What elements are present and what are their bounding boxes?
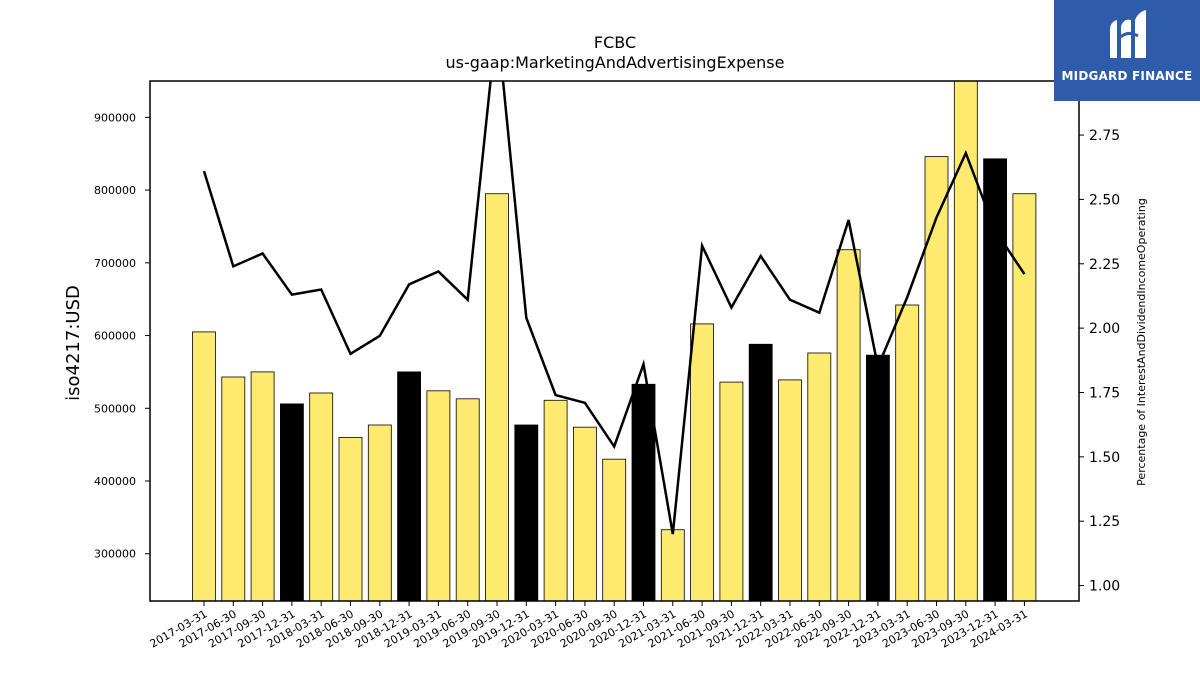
bar-2021-09-30 bbox=[719, 381, 744, 602]
y2-tick-label: 1.50 bbox=[1089, 450, 1120, 466]
bar-2018-09-30 bbox=[367, 424, 392, 602]
y-axis-label: iso4217:USD bbox=[63, 285, 84, 401]
bar-2017-09-30 bbox=[250, 371, 275, 602]
plot-frame bbox=[149, 80, 1080, 602]
bar-2022-12-31 bbox=[866, 354, 890, 602]
bar-2023-12-31 bbox=[983, 158, 1007, 602]
bar-2018-06-30 bbox=[338, 436, 363, 602]
bar-2021-06-30 bbox=[690, 323, 714, 602]
bar-2022-09-30 bbox=[836, 249, 861, 602]
bar-2024-03-31 bbox=[1012, 193, 1037, 602]
brand-logo: MIDGARD FINANCE bbox=[1054, 0, 1200, 101]
y2-axis-label: Percentage of InterestAndDividendIncomeO… bbox=[1135, 198, 1148, 486]
ratio-line bbox=[202, 81, 1026, 535]
chart-title: FCBC bbox=[594, 33, 636, 52]
y2-tick-label: 2.75 bbox=[1089, 128, 1120, 144]
bar-2023-06-30 bbox=[924, 156, 949, 602]
bar-2023-09-30 bbox=[953, 80, 978, 602]
bar-2023-03-31 bbox=[895, 304, 920, 602]
bar-2021-03-31 bbox=[660, 529, 685, 602]
y-tick-label: 800000 bbox=[94, 184, 136, 197]
bar-2017-12-31 bbox=[279, 403, 304, 602]
y-tick-label: 300000 bbox=[94, 548, 136, 561]
bar-2022-03-31 bbox=[778, 379, 802, 602]
y2-tick-label: 2.50 bbox=[1089, 192, 1120, 208]
y-tick-label: 600000 bbox=[94, 330, 136, 343]
bar-2022-06-30 bbox=[807, 352, 832, 602]
y2-tick-label: 2.00 bbox=[1089, 321, 1120, 337]
bar-2020-09-30 bbox=[602, 458, 627, 602]
y2-tick-label: 1.00 bbox=[1089, 579, 1120, 595]
y-tick-label: 900000 bbox=[94, 111, 136, 124]
midgard-logo-icon bbox=[1110, 10, 1146, 59]
bar-2017-06-30 bbox=[221, 376, 246, 602]
y-tick-label: 400000 bbox=[94, 475, 136, 488]
y2-tick-label: 1.75 bbox=[1089, 385, 1120, 401]
bar-2018-12-31 bbox=[397, 371, 422, 602]
y2-tick-label: 1.25 bbox=[1089, 514, 1120, 530]
bar-2017-03-31 bbox=[192, 331, 216, 602]
bar-2019-12-31 bbox=[514, 424, 539, 602]
line-group bbox=[202, 81, 1026, 535]
bar-2019-06-30 bbox=[455, 398, 480, 602]
y-tick-label: 500000 bbox=[94, 402, 136, 415]
bars-group bbox=[192, 80, 1037, 602]
bar-2018-03-31 bbox=[309, 392, 334, 602]
bar-2019-03-31 bbox=[426, 390, 451, 602]
bar-2019-09-30 bbox=[485, 193, 509, 602]
bar-2020-06-30 bbox=[573, 426, 597, 602]
bar-2020-03-31 bbox=[543, 399, 568, 602]
chart-subtitle: us-gaap:MarketingAndAdvertisingExpense bbox=[446, 53, 785, 72]
y2-tick-label: 2.25 bbox=[1089, 257, 1120, 273]
brand-name: MIDGARD FINANCE bbox=[1061, 69, 1193, 83]
bar-2021-12-31 bbox=[748, 343, 773, 602]
y-tick-label: 700000 bbox=[94, 257, 136, 270]
